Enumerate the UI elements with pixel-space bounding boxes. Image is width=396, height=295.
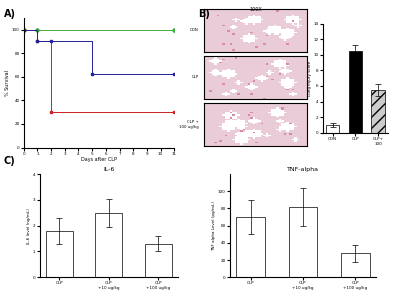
Legend: Control, CLP, CLP+peptide: Control, CLP, CLP+peptide [230,69,265,83]
CLP [35,40,40,43]
Bar [46,231,73,277]
Line: CLP: CLP [22,28,176,114]
Y-axis label: TNF alpha Level (pg/mL): TNF alpha Level (pg/mL) [212,201,216,251]
Bar [326,125,339,133]
Y-axis label: Lung Injury score: Lung Injury score [308,60,312,96]
Y-axis label: IL-6 level (ng/mL): IL-6 level (ng/mL) [27,208,31,244]
Text: C): C) [4,156,16,166]
Bar [371,90,385,133]
X-axis label: Days after CLP: Days after CLP [81,157,117,162]
Control [172,28,177,31]
CLP+peptide [172,72,177,76]
Text: CLP +
100 ug/kg: CLP + 100 ug/kg [179,120,199,129]
Line: Control: Control [22,28,176,31]
Bar [289,207,317,277]
CLP [172,110,177,114]
Bar [341,253,369,277]
Text: 100X: 100X [249,7,262,12]
CLP [21,28,26,31]
Bar [236,217,265,277]
CLP+peptide [49,40,53,43]
Y-axis label: % Survival: % Survival [6,70,10,96]
Title: TNF-alpha: TNF-alpha [287,167,319,172]
Control [35,28,40,31]
Bar [348,51,362,133]
Text: B): B) [198,9,210,19]
CLP [49,110,53,114]
Line: CLP+peptide: CLP+peptide [22,28,176,75]
CLP+peptide [35,40,40,43]
Title: IL-6: IL-6 [103,167,114,172]
Bar [145,244,172,277]
CLP+peptide [21,28,26,31]
CLP+peptide [90,72,95,76]
Text: A): A) [4,9,16,19]
Text: CLP: CLP [192,76,199,79]
Text: CON: CON [190,28,199,32]
Bar [95,213,122,277]
Control [21,28,26,31]
